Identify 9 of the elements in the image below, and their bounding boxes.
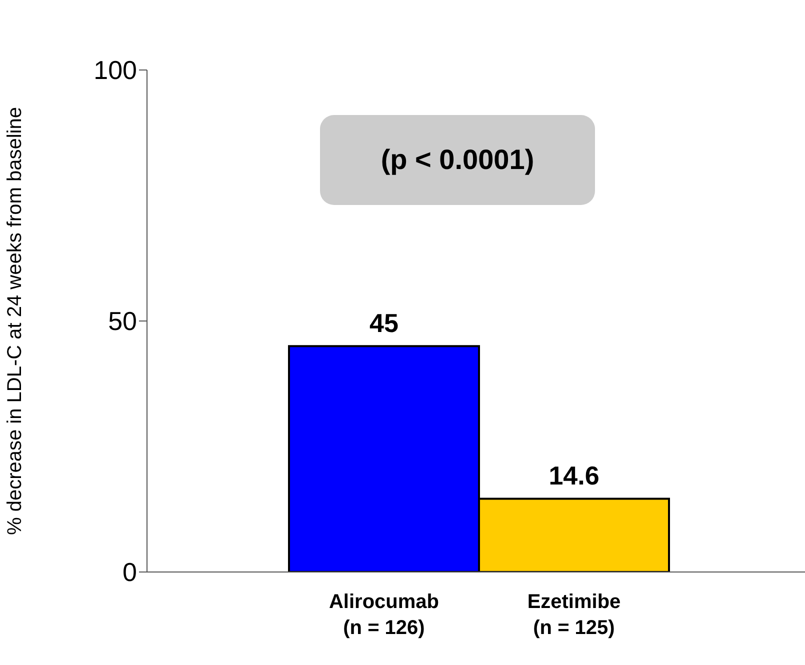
x-tick-label: Ezetimibe (n = 125) (527, 591, 621, 639)
y-axis-title: % decrease in LDL-C at 24 weeks from baseline (4, 107, 26, 535)
x-tick-label: Alirocumab (n = 126) (328, 591, 440, 639)
data-label: 14.6 (548, 460, 600, 491)
annotation: (p < 0.0001) (380, 144, 534, 176)
data-label: 45 (370, 308, 398, 338)
y-tick-label: 50 (108, 306, 137, 336)
y-tick-label: 0 (122, 557, 137, 588)
y-tick-label: 100 (94, 55, 137, 86)
